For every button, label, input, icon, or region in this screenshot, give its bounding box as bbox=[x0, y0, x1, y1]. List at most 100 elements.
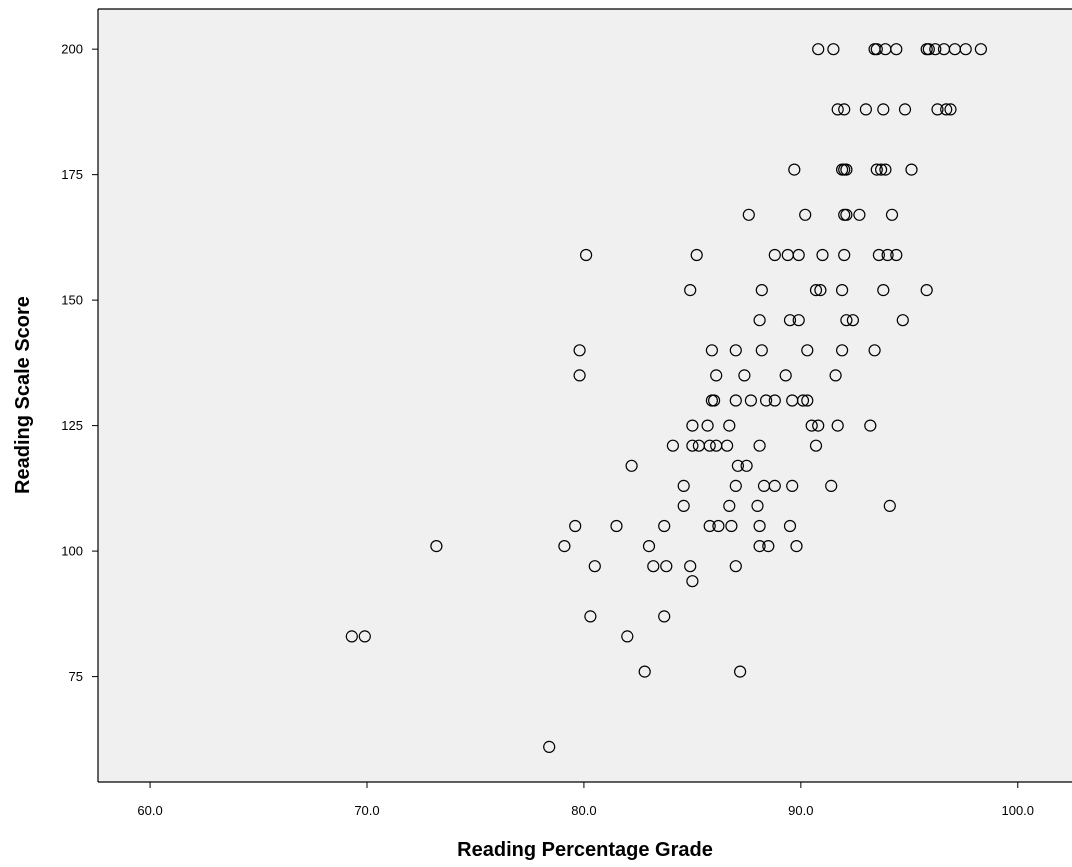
data-point bbox=[744, 394, 758, 407]
data-point bbox=[712, 519, 725, 533]
data-point bbox=[929, 43, 942, 56]
data-point bbox=[684, 284, 697, 297]
data-point bbox=[801, 344, 814, 357]
data-point bbox=[801, 394, 814, 407]
data-point bbox=[870, 43, 883, 56]
data-point bbox=[825, 479, 838, 492]
data-point bbox=[890, 248, 903, 262]
data-point bbox=[779, 369, 792, 382]
data-point bbox=[768, 479, 781, 492]
data-point bbox=[940, 103, 953, 116]
data-point bbox=[573, 344, 586, 357]
data-point bbox=[558, 539, 571, 553]
data-point bbox=[710, 369, 723, 382]
data-point bbox=[647, 560, 660, 573]
data-point bbox=[881, 248, 894, 262]
y-tick-label: 200 bbox=[61, 42, 83, 57]
x-tick-label: 90.0 bbox=[788, 803, 813, 818]
data-point bbox=[762, 539, 775, 553]
data-point bbox=[753, 314, 766, 327]
data-point bbox=[345, 630, 358, 643]
data-point bbox=[753, 439, 766, 452]
data-point bbox=[868, 344, 881, 357]
data-point bbox=[690, 248, 703, 262]
y-tick-label: 75 bbox=[69, 669, 83, 684]
data-point bbox=[840, 163, 853, 176]
data-point bbox=[707, 394, 721, 407]
data-point bbox=[838, 103, 851, 116]
data-point bbox=[684, 560, 697, 573]
data-point bbox=[638, 665, 651, 678]
data-point bbox=[740, 459, 753, 472]
data-point bbox=[543, 740, 556, 754]
y-tick-label: 100 bbox=[61, 544, 83, 559]
data-point bbox=[729, 560, 742, 573]
plot-area bbox=[98, 9, 1072, 782]
data-point bbox=[703, 519, 716, 533]
data-point bbox=[686, 439, 699, 452]
data-point bbox=[931, 103, 944, 116]
data-point bbox=[796, 394, 810, 407]
data-point bbox=[729, 344, 742, 357]
data-points bbox=[345, 43, 988, 754]
data-point bbox=[759, 394, 773, 407]
data-point bbox=[877, 103, 890, 116]
data-point bbox=[829, 369, 842, 382]
data-point bbox=[783, 519, 797, 533]
data-point bbox=[569, 519, 582, 533]
data-point bbox=[792, 248, 805, 262]
data-point bbox=[853, 208, 866, 221]
data-point bbox=[788, 163, 801, 176]
data-point bbox=[827, 43, 840, 56]
data-point bbox=[686, 419, 699, 432]
y-axis-ticks: 75 100 125 150 175 200 bbox=[61, 42, 98, 684]
data-point bbox=[755, 284, 768, 297]
data-point bbox=[701, 419, 714, 432]
x-tick-label: 80.0 bbox=[571, 803, 596, 818]
data-point bbox=[840, 208, 853, 221]
data-point bbox=[959, 43, 972, 56]
data-point bbox=[814, 284, 827, 297]
data-point bbox=[879, 163, 892, 176]
data-point bbox=[922, 43, 935, 56]
data-point bbox=[588, 560, 601, 573]
data-point bbox=[731, 459, 745, 472]
data-point bbox=[625, 459, 638, 472]
data-point bbox=[723, 499, 736, 512]
data-point bbox=[658, 610, 671, 623]
data-point bbox=[944, 103, 957, 116]
data-point bbox=[753, 539, 766, 553]
data-point bbox=[358, 630, 371, 643]
data-point bbox=[677, 499, 690, 512]
data-point bbox=[840, 314, 853, 327]
data-point bbox=[677, 479, 690, 492]
data-point bbox=[905, 163, 918, 176]
x-tick-label: 100.0 bbox=[1001, 803, 1034, 818]
y-tick-label: 125 bbox=[61, 418, 83, 433]
data-point bbox=[835, 284, 849, 297]
data-point bbox=[725, 519, 738, 533]
data-point bbox=[753, 519, 766, 533]
data-point bbox=[621, 630, 634, 643]
data-point bbox=[838, 248, 851, 262]
data-point bbox=[723, 419, 736, 432]
data-point bbox=[783, 314, 797, 327]
x-axis-title: Reading Percentage Grade bbox=[457, 839, 713, 861]
data-point bbox=[573, 369, 586, 382]
y-tick-label: 150 bbox=[61, 293, 83, 308]
data-point bbox=[812, 419, 825, 432]
data-point bbox=[738, 369, 751, 382]
data-point bbox=[751, 499, 764, 512]
data-point bbox=[896, 314, 909, 327]
data-point bbox=[885, 208, 899, 221]
data-point bbox=[846, 314, 860, 327]
data-point bbox=[920, 284, 933, 297]
y-axis-title: Reading Scale Score bbox=[12, 296, 34, 494]
data-point bbox=[584, 610, 597, 623]
data-point bbox=[864, 419, 877, 432]
data-point bbox=[786, 479, 799, 492]
data-point bbox=[733, 665, 747, 678]
data-point bbox=[755, 344, 768, 357]
data-point bbox=[874, 163, 888, 176]
